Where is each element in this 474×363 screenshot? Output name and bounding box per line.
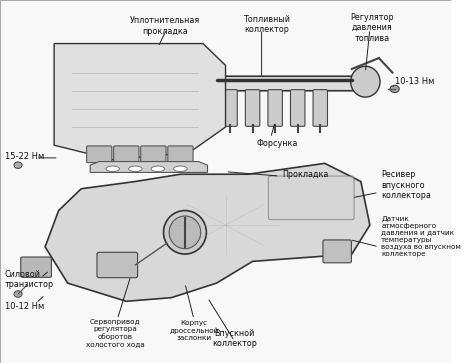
FancyBboxPatch shape [323,240,351,263]
FancyBboxPatch shape [87,146,112,163]
Text: Корпус
дроссельной
заслонки: Корпус дроссельной заслонки [169,320,219,341]
FancyBboxPatch shape [97,252,137,278]
Polygon shape [54,44,226,160]
Text: Топливный
коллектор: Топливный коллектор [244,15,291,34]
Text: Регулятор
давления
топлива: Регулятор давления топлива [350,13,394,42]
Ellipse shape [128,166,142,171]
Circle shape [14,162,22,168]
Polygon shape [90,162,208,172]
FancyBboxPatch shape [141,146,166,163]
FancyBboxPatch shape [214,76,354,91]
FancyBboxPatch shape [268,176,354,220]
FancyBboxPatch shape [313,90,328,126]
Text: Уплотнительная
прокладка: Уплотнительная прокладка [129,16,200,36]
Circle shape [14,291,22,297]
Polygon shape [45,163,370,301]
FancyBboxPatch shape [21,257,51,277]
Text: 10-12 Нм: 10-12 Нм [5,302,44,311]
Text: Силовой
транзистор: Силовой транзистор [5,270,54,289]
Text: Ресивер
впускного
коллектора: Ресивер впускного коллектора [381,170,431,200]
Ellipse shape [351,66,380,97]
Text: 15-22 Нм: 15-22 Нм [5,152,44,160]
FancyBboxPatch shape [223,90,237,126]
Text: Форсунка: Форсунка [257,139,298,148]
FancyBboxPatch shape [268,90,283,126]
Ellipse shape [164,211,206,254]
FancyBboxPatch shape [114,146,139,163]
Circle shape [390,85,399,93]
Text: 10-13 Нм: 10-13 Нм [395,77,434,86]
Text: Сервопривод
регулятора
оборотов
холостого хода: Сервопривод регулятора оборотов холостог… [86,319,145,347]
Ellipse shape [106,166,119,171]
Ellipse shape [173,166,187,171]
FancyBboxPatch shape [0,0,451,363]
Text: Впускной
коллектор: Впускной коллектор [212,329,257,348]
FancyBboxPatch shape [168,146,193,163]
Text: Датчик
атмосферного
давления и датчик
температуры
воздуха во впускном
коллекторе: Датчик атмосферного давления и датчик те… [381,215,461,257]
Ellipse shape [151,166,164,171]
Ellipse shape [169,216,201,249]
Text: Прокладка: Прокладка [282,171,328,179]
FancyBboxPatch shape [246,90,260,126]
FancyBboxPatch shape [291,90,305,126]
